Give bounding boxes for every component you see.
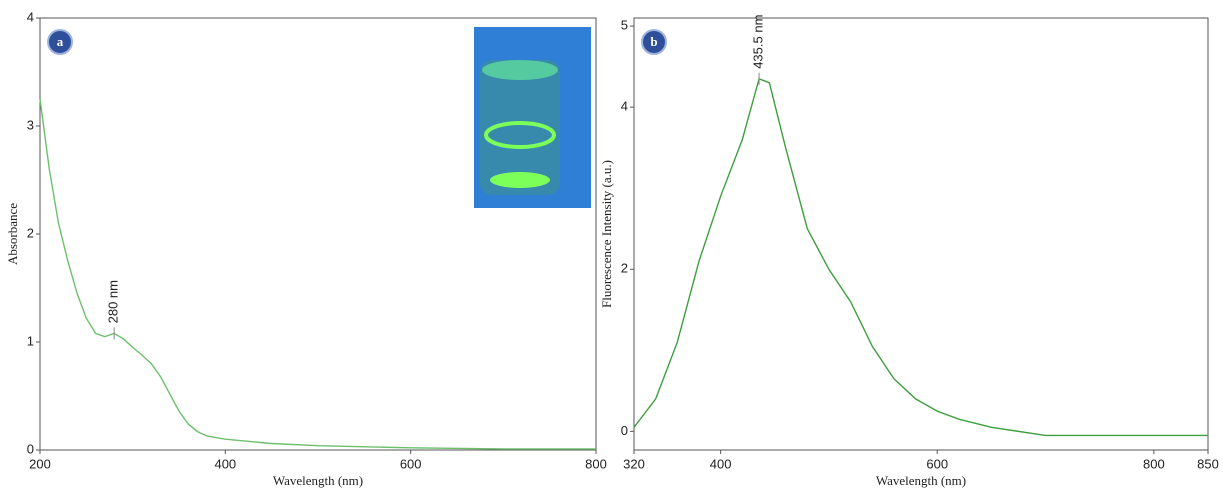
x-axis-label: Wavelength (nm): [876, 473, 966, 488]
x-tick-label: 850: [1197, 456, 1219, 471]
x-tick-label: 800: [1143, 456, 1165, 471]
panel-badge: [47, 29, 73, 55]
y-axis-label: Absorbance: [5, 203, 20, 265]
data-line: [633, 77, 1208, 437]
inset-photo: [474, 27, 591, 208]
x-tick-label: 600: [926, 456, 948, 471]
data-line: [39, 98, 596, 450]
annotation: 435.5 nm: [751, 15, 766, 69]
annotation: 280 nm: [106, 280, 121, 323]
y-tick-label: 2: [621, 261, 628, 276]
panel-label: a: [57, 34, 64, 49]
y-tick-label: 4: [621, 99, 628, 114]
plot-frame: [633, 17, 1209, 451]
y-tick-label: 0: [621, 423, 628, 438]
chart: 320 400 600 800 850 0 2 4 5 Wavelength (nm) Fluore…: [599, 15, 1219, 488]
ticks: 200 400 600 800 0 1 2 3 4: [27, 9, 607, 471]
y-tick-label: 1: [27, 333, 34, 348]
chart: 200 400 600 800 0 1 2 3 4 Wavelength (nm) Absorban…: [5, 9, 607, 488]
y-axis-label: Fluorescence Intensity (a.u.): [599, 160, 614, 308]
ticks: 320 400 600 800 850 0 2 4 5: [621, 18, 1219, 472]
y-tick-label: 2: [27, 225, 34, 240]
x-axis-label: Wavelength (nm): [273, 473, 363, 488]
x-tick-label: 800: [585, 456, 607, 471]
y-tick-label: 0: [27, 441, 34, 456]
x-tick-label: 600: [400, 456, 422, 471]
y-tick-label: 4: [27, 9, 34, 24]
x-tick-label: 400: [710, 456, 732, 471]
x-tick-label: 320: [623, 456, 645, 471]
panel-badge: [641, 29, 667, 55]
x-tick-label: 200: [29, 456, 51, 471]
panel-label: b: [650, 34, 657, 49]
x-tick-label: 400: [214, 456, 236, 471]
y-tick-label: 3: [27, 117, 34, 132]
y-tick-label: 5: [621, 18, 628, 33]
